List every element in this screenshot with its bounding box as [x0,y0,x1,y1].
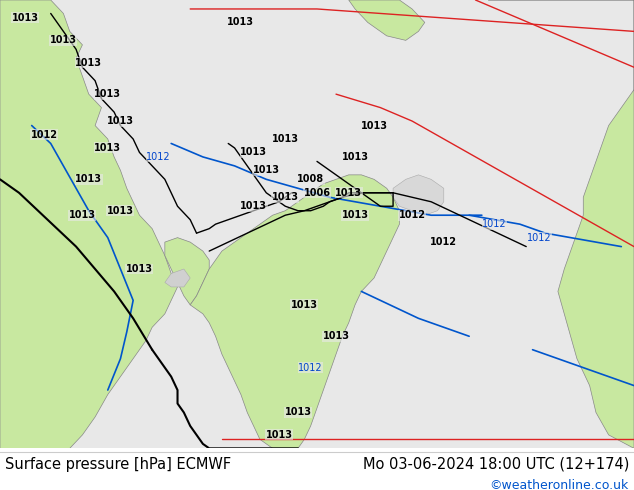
Text: 1012: 1012 [299,363,323,373]
Text: 1013: 1013 [361,121,387,130]
Text: 1013: 1013 [266,430,292,440]
Text: 1013: 1013 [69,210,96,220]
Text: 1013: 1013 [94,143,121,153]
Text: 1013: 1013 [291,300,318,310]
Text: 1013: 1013 [323,331,349,341]
Text: 1013: 1013 [285,408,311,417]
Text: 1013: 1013 [253,165,280,175]
Text: 1013: 1013 [75,174,102,184]
Text: 1013: 1013 [342,152,368,162]
Text: 1012: 1012 [482,219,507,229]
Polygon shape [165,238,209,305]
Text: 1013: 1013 [342,210,368,220]
Text: 1012: 1012 [527,233,551,243]
Text: 1013: 1013 [335,188,362,198]
Polygon shape [190,175,399,448]
Text: 1006: 1006 [304,188,330,198]
Text: 1008: 1008 [297,174,324,184]
Text: 1013: 1013 [12,13,39,23]
Text: 1013: 1013 [107,116,134,126]
Text: 1013: 1013 [75,58,102,68]
Text: 1012: 1012 [31,129,58,140]
Text: 1013: 1013 [50,35,77,46]
Polygon shape [165,269,190,287]
Text: 1013: 1013 [126,264,153,274]
Text: 1012: 1012 [399,210,425,220]
Text: 1013: 1013 [94,89,121,99]
Text: 1012: 1012 [430,237,457,247]
Polygon shape [0,0,178,448]
Text: 1012: 1012 [146,152,171,162]
Text: 1013: 1013 [107,206,134,216]
Polygon shape [349,0,425,40]
Text: ©weatheronline.co.uk: ©weatheronline.co.uk [489,479,629,490]
Text: 1013: 1013 [272,192,299,202]
Text: Mo 03-06-2024 18:00 UTC (12+174): Mo 03-06-2024 18:00 UTC (12+174) [363,457,629,472]
Text: 1013: 1013 [240,147,267,157]
Polygon shape [393,175,444,215]
Polygon shape [488,0,634,448]
Text: 1013: 1013 [228,18,254,27]
Text: 1013: 1013 [272,134,299,144]
Text: Surface pressure [hPa] ECMWF: Surface pressure [hPa] ECMWF [5,457,231,472]
Text: 1013: 1013 [240,201,267,211]
